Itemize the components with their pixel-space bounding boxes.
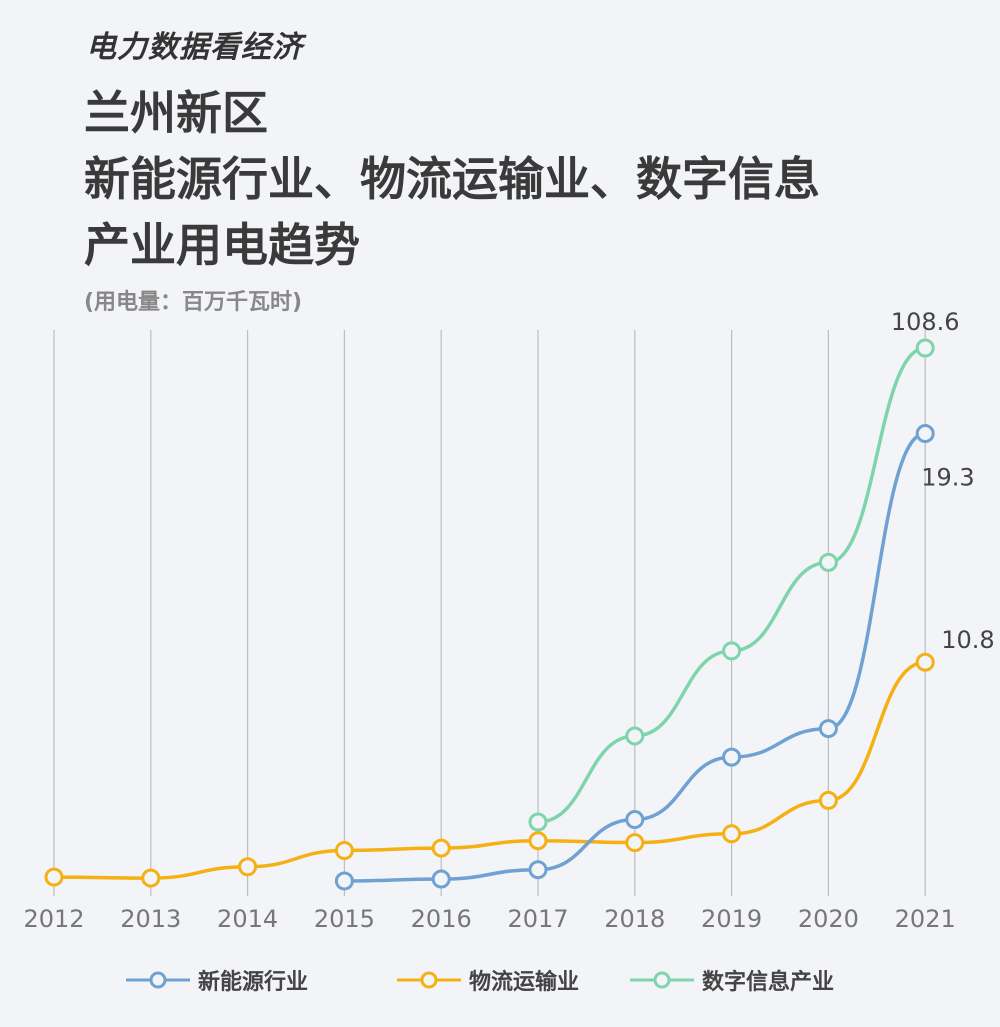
- x-tick-label-2016: 2016: [411, 905, 472, 933]
- unit-note: (用电量：百万千瓦时): [84, 290, 303, 315]
- legend-item-new-energy: 新能源行业: [126, 962, 308, 998]
- data-point-new_energy-2016: [431, 869, 451, 889]
- data-point-digital-2021: [915, 338, 935, 358]
- legend-item-logistics: 物流运输业: [397, 962, 579, 998]
- chart-title-line-3: 产业用电趋势: [84, 218, 360, 272]
- data-point-digital-2019: [722, 641, 742, 661]
- end-label-logistics: 10.8: [941, 626, 994, 654]
- data-point-logistics-2013: [141, 868, 161, 888]
- legend-marker-logistics: [397, 971, 461, 989]
- brand-title: 电力数据看经济: [86, 30, 303, 65]
- data-point-logistics-2019: [722, 824, 742, 844]
- data-point-new_energy-2020: [818, 719, 838, 739]
- data-point-new_energy-2018: [625, 810, 645, 830]
- end-label-digital: 108.6: [891, 308, 960, 336]
- end-label-new_energy: 19.3: [921, 464, 974, 492]
- data-point-logistics-2017: [528, 831, 548, 851]
- legend-item-digital: 数字信息产业: [630, 962, 834, 998]
- data-point-digital-2018: [625, 726, 645, 746]
- data-point-logistics-2020: [818, 790, 838, 810]
- legend: 新能源行业 物流运输业 数字信息产业: [0, 962, 1000, 998]
- x-tick-label-2018: 2018: [604, 905, 665, 933]
- data-point-digital-2020: [818, 552, 838, 572]
- x-tick-label-2015: 2015: [314, 905, 375, 933]
- legend-label-new-energy: 新能源行业: [198, 970, 309, 995]
- data-point-new_energy-2019: [722, 747, 742, 767]
- chart-title: 兰州新区 新能源行业、物流运输业、数字信息 产业用电趋势: [84, 80, 820, 278]
- data-point-logistics-2016: [431, 838, 451, 858]
- data-point-logistics-2012: [44, 867, 64, 887]
- legend-label-digital: 数字信息产业: [702, 970, 835, 995]
- chart-title-line-2: 新能源行业、物流运输业、数字信息: [84, 152, 820, 206]
- series-line-digital: [537, 346, 926, 824]
- data-point-logistics-2015: [334, 841, 354, 861]
- x-tick-label-2019: 2019: [701, 905, 762, 933]
- x-tick-label-2020: 2020: [798, 905, 859, 933]
- legend-marker-new-energy: [126, 971, 190, 989]
- data-point-new_energy-2021: [915, 424, 935, 444]
- x-tick-label-2014: 2014: [217, 905, 278, 933]
- data-point-digital-2017: [528, 812, 548, 832]
- series-line-logistics: [53, 660, 926, 880]
- legend-label-logistics: 物流运输业: [469, 970, 580, 995]
- data-point-logistics-2014: [238, 857, 258, 877]
- chart-title-line-1: 兰州新区: [84, 86, 268, 140]
- series-line-new_energy: [344, 431, 926, 883]
- data-point-new_energy-2017: [528, 860, 548, 880]
- x-tick-label-2017: 2017: [507, 905, 568, 933]
- legend-marker-digital: [630, 971, 694, 989]
- x-tick-label-2021: 2021: [895, 905, 956, 933]
- x-tick-label-2013: 2013: [120, 905, 181, 933]
- data-point-new_energy-2015: [334, 871, 354, 891]
- data-point-logistics-2018: [625, 833, 645, 853]
- data-point-logistics-2021: [915, 652, 935, 672]
- x-tick-label-2012: 2012: [23, 905, 84, 933]
